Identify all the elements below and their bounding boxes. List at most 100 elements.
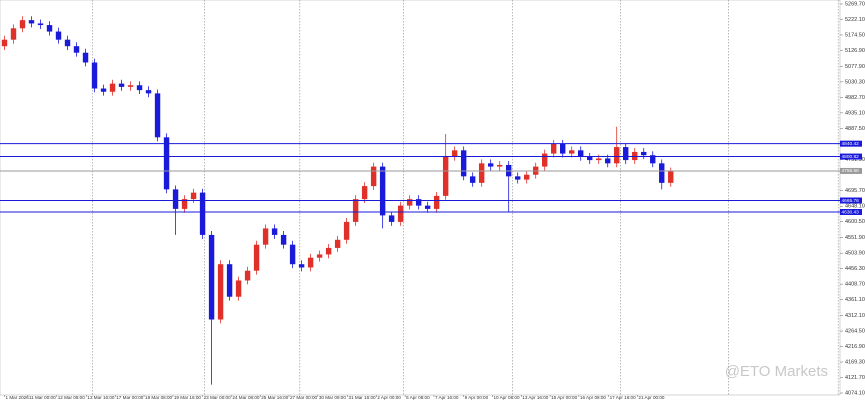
y-tick-label: 4503.90 xyxy=(845,251,865,257)
candle-body xyxy=(109,83,116,92)
candle-body xyxy=(487,163,494,167)
candle-body xyxy=(478,163,485,183)
x-tick-label: 6 Apr 08:00 xyxy=(406,395,430,400)
candle-body xyxy=(343,221,350,240)
candle-body xyxy=(127,85,134,87)
y-tick-label: 4600.50 xyxy=(845,219,865,225)
candle-body xyxy=(605,158,611,164)
x-tick-label: 13 Mar 16:00 xyxy=(87,395,115,400)
candle-body xyxy=(325,247,332,255)
candle-body xyxy=(154,93,161,138)
price-level-box xyxy=(840,197,862,204)
candle-body xyxy=(298,264,305,268)
candle-body xyxy=(253,244,260,271)
candle-body xyxy=(415,199,422,206)
x-tick-label: 9 Apr 00:00 xyxy=(465,395,489,400)
candle-body xyxy=(424,205,431,209)
candle-body xyxy=(208,234,215,320)
candle-body xyxy=(370,166,377,187)
candle-body xyxy=(433,195,440,209)
x-tick-label: 10 Apr 08:00 xyxy=(493,395,519,400)
x-tick-label: 7 Apr 16:00 xyxy=(435,395,459,400)
x-tick-label: 27 Mar 00:00 xyxy=(290,395,318,400)
candle-body xyxy=(469,176,476,183)
candle-body xyxy=(668,171,674,183)
y-tick-label: 5269.70 xyxy=(845,1,865,7)
x-tick-label: 13 Apr 16:00 xyxy=(522,395,548,400)
candle-body xyxy=(82,52,89,63)
x-tick-label: 12 Mar 08:00 xyxy=(58,395,86,400)
candle-body xyxy=(361,186,368,200)
candle-body xyxy=(19,20,26,29)
candle-body xyxy=(10,28,17,40)
candle-body xyxy=(37,23,44,26)
candle-body xyxy=(1,39,8,47)
y-tick-label: 4695.70 xyxy=(845,188,865,194)
x-tick-label: 31 Mar 16:00 xyxy=(349,395,377,400)
candle-body xyxy=(406,199,413,206)
y-tick-label: 4935.10 xyxy=(845,110,865,116)
y-tick-label: 5077.90 xyxy=(845,64,865,70)
candle-body xyxy=(596,158,602,161)
candle-body xyxy=(541,153,548,167)
y-tick-label: 4648.10 xyxy=(845,204,865,210)
candle-body xyxy=(560,143,566,154)
price-level-label: 4840.42 xyxy=(842,141,860,147)
candle-body xyxy=(442,156,449,196)
candle-body xyxy=(397,205,404,222)
x-tick-label: 16 Apr 08:00 xyxy=(580,395,606,400)
candle-body xyxy=(523,174,530,180)
candle-body xyxy=(460,150,467,177)
x-tick-label: 30 Mar 08:00 xyxy=(319,395,347,400)
y-tick-label: 4361.10 xyxy=(845,297,865,303)
candle-body xyxy=(352,199,359,222)
price-level-box xyxy=(840,140,862,147)
candle-body xyxy=(136,85,143,91)
candle-body xyxy=(64,39,71,47)
candle-body xyxy=(46,25,53,32)
candle-body xyxy=(28,20,35,24)
candle-body xyxy=(514,176,521,180)
x-tick-label: 17 Apr 16:00 xyxy=(610,395,636,400)
y-tick-label: 4264.50 xyxy=(845,329,865,335)
candle-body xyxy=(379,166,386,216)
candle-body xyxy=(271,228,278,235)
candle-body xyxy=(217,264,224,320)
candle-body xyxy=(172,189,179,209)
candle-body xyxy=(623,147,629,161)
candle-body xyxy=(289,244,296,265)
candle-body xyxy=(118,83,125,87)
candle-body xyxy=(307,257,314,268)
y-tick-label: 4551.90 xyxy=(845,235,865,241)
candle-body xyxy=(334,239,341,248)
candle-body xyxy=(190,192,197,200)
candle-body xyxy=(199,192,206,235)
y-tick-label: 5222.10 xyxy=(845,17,865,23)
x-tick-label: 23 Mar 00:00 xyxy=(204,395,232,400)
candle-body xyxy=(451,150,458,157)
y-tick-label: 4216.90 xyxy=(845,344,865,350)
x-tick-label: 15 Apr 00:00 xyxy=(551,395,577,400)
y-tick-label: 4408.70 xyxy=(845,282,865,288)
candle-body xyxy=(181,199,188,209)
candle-body xyxy=(73,46,80,53)
candle-body xyxy=(262,228,269,245)
candle-body xyxy=(650,155,656,164)
x-tick-label: 2 Apr 00:00 xyxy=(377,395,401,400)
x-tick-label: 19 Mar 16:00 xyxy=(174,395,202,400)
candle-body xyxy=(280,234,287,245)
candle-body xyxy=(587,156,593,161)
candle-body xyxy=(550,143,557,154)
candle-body xyxy=(145,90,152,94)
x-tick-label: 18 Mar 08:00 xyxy=(145,395,173,400)
y-tick-label: 4169.30 xyxy=(845,359,865,365)
y-tick-label: 4456.30 xyxy=(845,266,865,272)
x-tick-label: 24 Mar 08:00 xyxy=(232,395,260,400)
candle-body xyxy=(226,264,233,297)
candle-body xyxy=(659,163,665,183)
x-tick-label: 25 Mar 16:00 xyxy=(261,395,289,400)
price-level-box xyxy=(840,167,862,174)
y-tick-label: 4312.10 xyxy=(845,313,865,319)
price-level-box xyxy=(840,209,862,216)
